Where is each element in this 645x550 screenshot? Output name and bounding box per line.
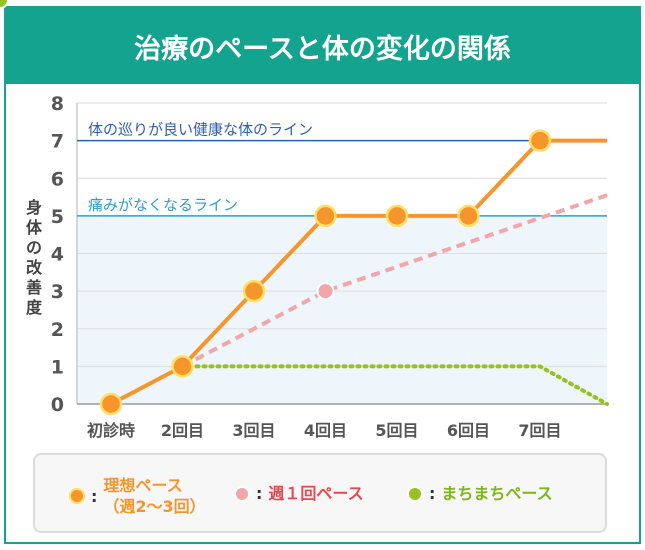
x-tick-label: 4回目	[304, 421, 347, 440]
y-tick-label: 5	[51, 206, 64, 228]
y-tick-label: 7	[51, 131, 64, 153]
y-axis-label-char: 度	[26, 298, 43, 317]
series-line	[181, 193, 608, 369]
series-line	[110, 138, 607, 406]
y-tick-label: 1	[51, 356, 64, 378]
data-point	[242, 279, 266, 303]
legend-dot-icon	[234, 485, 250, 502]
y-axis-label-char: の	[26, 238, 42, 257]
legend-label-ideal: 理想ペース （週2〜3回）	[103, 475, 205, 517]
y-axis-label-char: 善	[26, 278, 42, 297]
x-tick-label: 5回目	[375, 421, 418, 440]
legend-dot-icon	[407, 485, 423, 502]
legend-colon: :	[91, 486, 98, 506]
legend-colon: :	[429, 484, 436, 503]
data-point	[316, 282, 335, 301]
data-point	[385, 204, 409, 228]
data-point	[0, 0, 9, 9]
healthy-band	[77, 215, 607, 404]
x-tick-label: 6回目	[447, 421, 490, 440]
y-tick-label: 0	[51, 394, 64, 416]
data-point	[457, 204, 480, 228]
x-tick-label: 初診時	[87, 421, 135, 440]
legend-label-irregular: まちまちペース	[441, 484, 553, 503]
legend-item-weekly: : 週１回ペース	[234, 483, 364, 504]
y-axis-label-char: 改	[26, 258, 43, 277]
legend-item-ideal: : 理想ペース （週2〜3回）	[69, 475, 206, 517]
y-tick-label: 3	[51, 281, 64, 303]
chart-title: 治療のペースと体の変化の関係	[6, 8, 639, 84]
reference-line-label: 痛みがなくなるライン	[88, 196, 238, 214]
series-line	[180, 364, 609, 406]
x-tick-label: 2回目	[161, 421, 204, 440]
data-point	[99, 392, 123, 416]
reference-line-label: 体の巡りが良い健康な体のライン	[88, 121, 313, 139]
x-tick-label: 7回目	[518, 421, 561, 440]
y-axis-label-char: 身	[26, 198, 42, 217]
legend-dot-icon	[69, 488, 85, 504]
legend: : 理想ペース （週2〜3回） : 週１回ペース : まちまちペース	[33, 453, 607, 533]
data-point	[171, 355, 194, 378]
y-tick-label: 2	[51, 319, 64, 341]
legend-colon: :	[256, 484, 263, 503]
x-tick-label: 3回目	[232, 421, 275, 440]
legend-label-line1: 理想ペース	[103, 476, 183, 495]
data-point	[528, 129, 552, 152]
legend-item-irregular: : まちまちペース	[407, 483, 553, 504]
data-point	[314, 204, 337, 228]
y-tick-label: 4	[51, 244, 64, 266]
legend-label-line2: （週2〜3回）	[103, 497, 206, 516]
y-tick-label: 6	[51, 168, 64, 190]
legend-label-weekly: 週１回ペース	[268, 484, 364, 503]
y-tick-label: 8	[51, 93, 64, 115]
y-axis-label-char: 体	[26, 218, 43, 237]
